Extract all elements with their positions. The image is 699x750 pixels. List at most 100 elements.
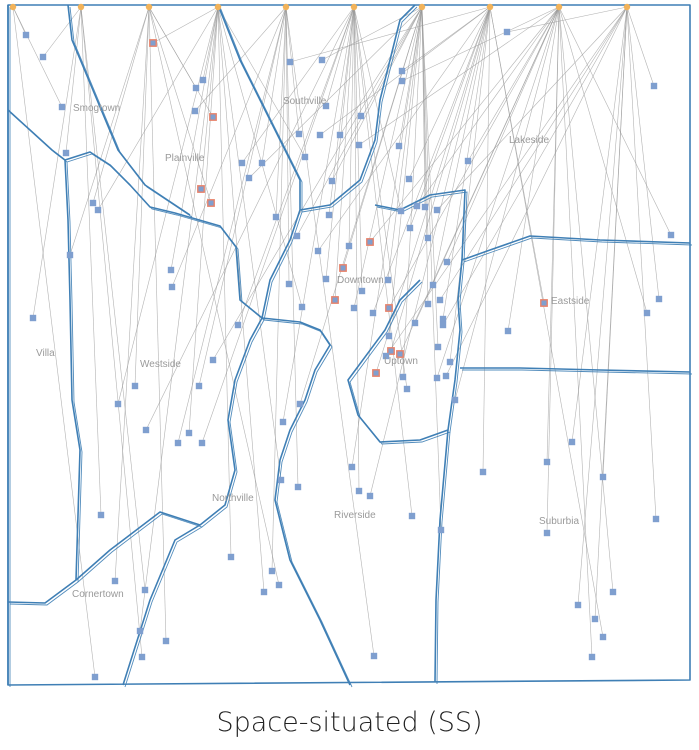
- anchor-point: [145, 3, 153, 11]
- data-point: [268, 567, 276, 575]
- link-line: [402, 6, 423, 378]
- anchor-points: [9, 3, 631, 11]
- data-point: [111, 577, 119, 585]
- link-line: [65, 6, 82, 154]
- link-line: [177, 6, 287, 444]
- district-boundary-shadow: [66, 161, 83, 583]
- link-line: [507, 6, 560, 332]
- data-point: [348, 463, 356, 471]
- data-point: [279, 418, 287, 426]
- data-point: [439, 315, 447, 323]
- data-point: [91, 673, 99, 681]
- link-line: [442, 6, 628, 326]
- district-boundary: [301, 6, 418, 213]
- anchor-point: [9, 3, 17, 11]
- link-line: [271, 6, 287, 572]
- link-line: [241, 6, 355, 164]
- data-point: [296, 400, 304, 408]
- link-line: [353, 6, 402, 212]
- region-label-suburbia: Suburbia: [539, 516, 579, 527]
- district-boundary: [461, 235, 691, 261]
- link-line: [325, 6, 355, 107]
- data-point: [366, 492, 374, 500]
- data-point: [285, 280, 293, 288]
- data-point: [464, 157, 472, 165]
- region-label-lakeside: Lakeside: [509, 135, 549, 146]
- data-point: [434, 343, 442, 351]
- link-line: [388, 6, 560, 309]
- data-point: [406, 224, 414, 232]
- link-line: [188, 6, 219, 434]
- link-line: [217, 6, 303, 308]
- district-boundary-shadow: [124, 526, 203, 688]
- link-lines: [12, 6, 672, 678]
- data-point: [398, 67, 406, 75]
- data-point: [39, 53, 47, 61]
- link-line: [558, 6, 593, 658]
- data-point: [357, 112, 365, 120]
- data-point: [192, 84, 200, 92]
- link-line: [353, 6, 360, 492]
- link-line: [217, 6, 282, 481]
- data-point: [599, 473, 607, 481]
- district-boundary: [9, 319, 265, 606]
- data-point: [22, 31, 30, 39]
- district-boundary: [67, 4, 191, 216]
- link-line: [148, 6, 212, 204]
- data-point: [318, 56, 326, 64]
- highlighted-point: [197, 185, 205, 193]
- link-line: [626, 6, 660, 300]
- data-point: [314, 247, 322, 255]
- data-point: [322, 102, 330, 110]
- data-point: [295, 130, 303, 138]
- district-boundary: [64, 159, 81, 581]
- district-boundary-shadow: [69, 6, 193, 218]
- district-boundary-shadow: [9, 319, 265, 606]
- district-boundary-shadow: [463, 237, 693, 263]
- link-line: [12, 6, 63, 108]
- data-point: [503, 28, 511, 36]
- link-line: [212, 6, 423, 361]
- link-line: [217, 6, 306, 158]
- district-boundary: [299, 4, 416, 211]
- district-boundary: [66, 161, 83, 583]
- region-label-westside: Westside: [140, 359, 181, 370]
- data-point: [398, 77, 406, 85]
- link-line: [237, 6, 355, 326]
- data-point: [355, 487, 363, 495]
- data-point: [97, 511, 105, 519]
- data-point: [325, 211, 333, 219]
- link-line: [358, 6, 560, 146]
- data-point: [504, 327, 512, 335]
- link-line: [114, 6, 150, 582]
- link-line: [317, 6, 491, 252]
- data-point: [424, 234, 432, 242]
- data-point: [643, 309, 651, 317]
- region-label-uptown: Uptown: [384, 356, 418, 367]
- data-point: [399, 373, 407, 381]
- district-boundary: [124, 526, 203, 688]
- data-point: [199, 76, 207, 84]
- link-line: [200, 6, 219, 190]
- data-point: [650, 82, 658, 90]
- link-line: [80, 6, 146, 591]
- data-point: [141, 586, 149, 594]
- link-line: [398, 6, 423, 147]
- link-line: [170, 6, 219, 271]
- region-label-smogtown: Smogtown: [73, 103, 120, 114]
- figure-caption: Space-situated (SS): [216, 707, 483, 738]
- data-point: [316, 131, 324, 139]
- link-line: [282, 6, 355, 423]
- highlighted-point: [149, 39, 157, 47]
- data-point: [543, 529, 551, 537]
- link-line: [217, 6, 232, 558]
- data-point: [258, 159, 266, 167]
- highlighted-point: [396, 350, 404, 358]
- link-line: [506, 6, 628, 33]
- link-line: [275, 6, 287, 218]
- anchor-point: [214, 3, 222, 11]
- highlighted-point: [387, 347, 395, 355]
- link-line: [421, 6, 442, 531]
- data-point: [301, 153, 309, 161]
- link-line: [372, 6, 491, 314]
